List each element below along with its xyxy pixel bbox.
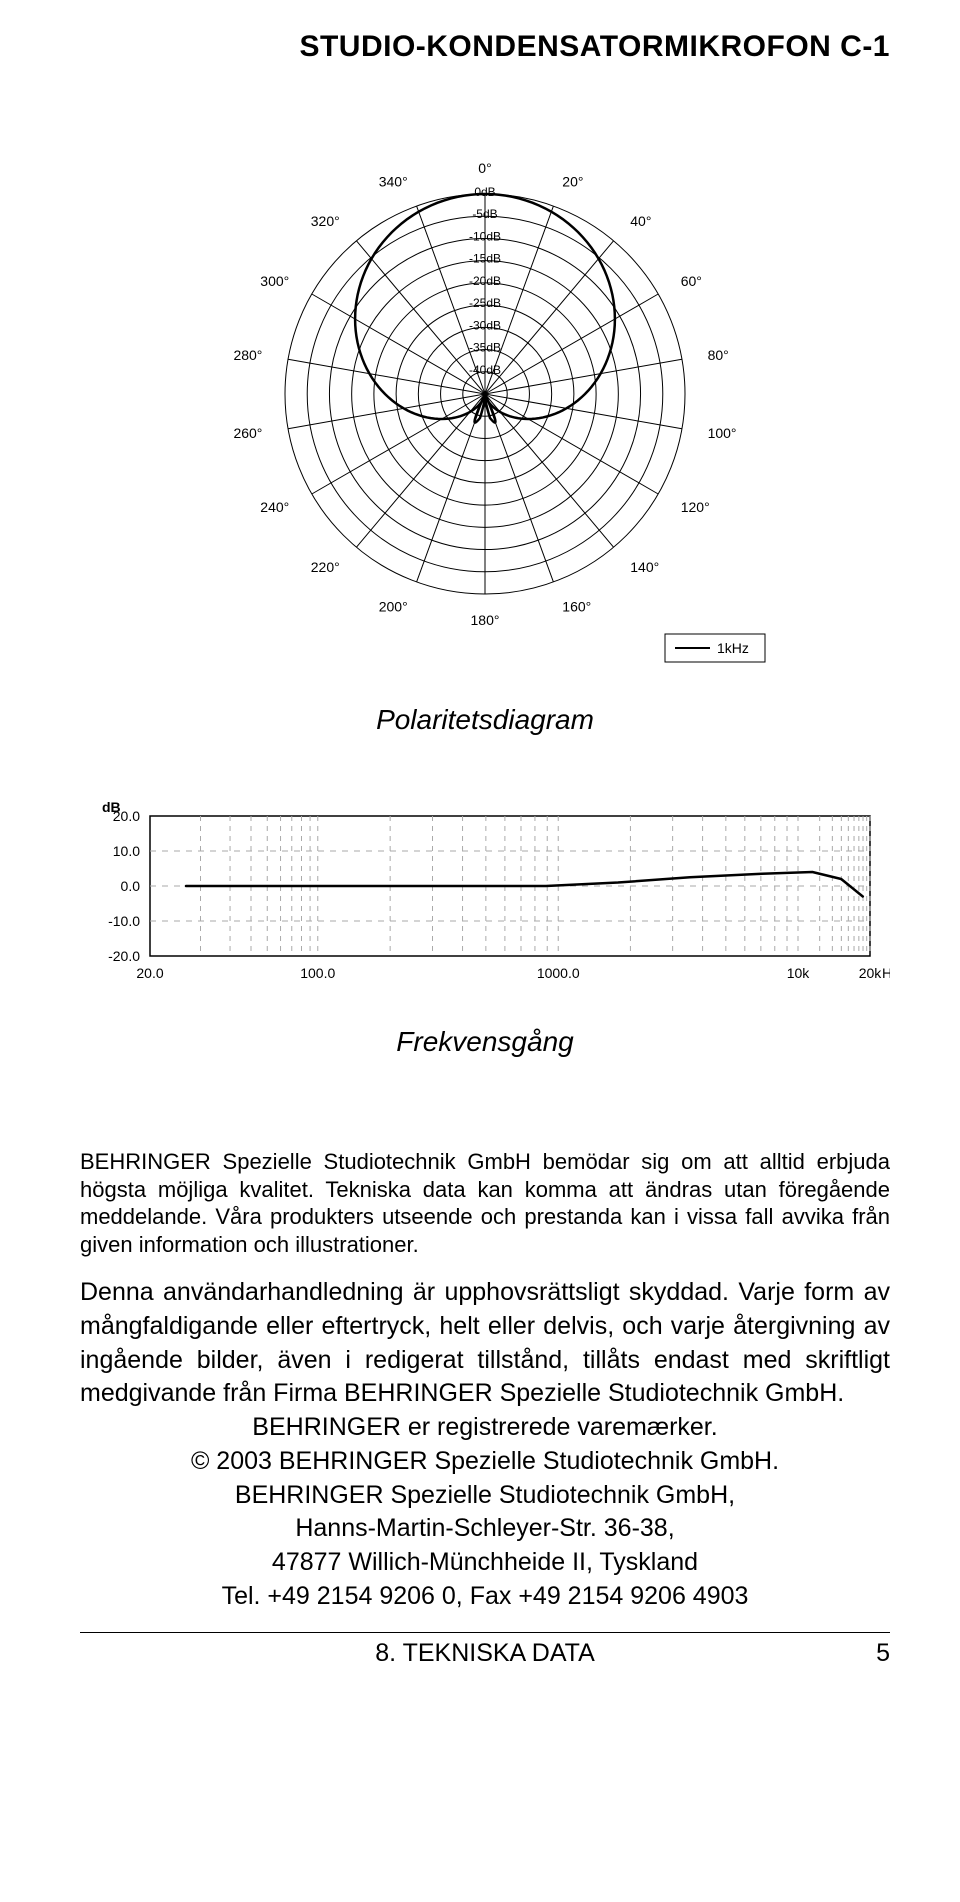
svg-text:100°: 100° bbox=[708, 425, 737, 441]
copyright-intro: Denna användarhandledning är upphovsrätt… bbox=[80, 1278, 890, 1407]
page-number: 5 bbox=[876, 1639, 890, 1668]
footer-section-label: 8. TEKNISKA DATA bbox=[80, 1639, 890, 1668]
svg-text:220°: 220° bbox=[311, 559, 340, 575]
copyright-line: Hanns-Martin-Schleyer-Str. 36-38, bbox=[80, 1512, 890, 1546]
svg-text:200°: 200° bbox=[379, 598, 408, 614]
svg-text:0°: 0° bbox=[478, 160, 491, 176]
svg-text:0dB: 0dB bbox=[474, 185, 495, 199]
svg-text:260°: 260° bbox=[233, 425, 262, 441]
svg-text:1000.0: 1000.0 bbox=[537, 965, 580, 981]
svg-text:-10dB: -10dB bbox=[469, 229, 501, 243]
svg-text:280°: 280° bbox=[233, 347, 262, 363]
svg-text:60°: 60° bbox=[681, 273, 702, 289]
svg-text:-10.0: -10.0 bbox=[108, 913, 140, 929]
svg-text:20k: 20k bbox=[859, 965, 883, 981]
svg-text:320°: 320° bbox=[311, 213, 340, 229]
svg-text:Hz: Hz bbox=[882, 965, 890, 981]
svg-text:10.0: 10.0 bbox=[113, 843, 140, 859]
copyright-line: 47877 Willich-Münchheide II, Tyskland bbox=[80, 1546, 890, 1580]
svg-text:240°: 240° bbox=[260, 499, 289, 515]
svg-text:20°: 20° bbox=[562, 174, 583, 190]
svg-text:20.0: 20.0 bbox=[113, 808, 140, 824]
svg-text:140°: 140° bbox=[630, 559, 659, 575]
copyright-paragraph: Denna användarhandledning är upphovsrätt… bbox=[80, 1276, 890, 1614]
page-footer: 8. TEKNISKA DATA 5 bbox=[80, 1632, 890, 1672]
svg-text:20.0: 20.0 bbox=[136, 965, 163, 981]
copyright-line: Tel. +49 2154 9206 0, Fax +49 2154 9206 … bbox=[80, 1580, 890, 1614]
svg-text:1kHz: 1kHz bbox=[717, 640, 749, 656]
disclaimer-paragraph: BEHRINGER Spezielle Studiotechnik GmbH b… bbox=[80, 1148, 890, 1258]
svg-text:100.0: 100.0 bbox=[300, 965, 335, 981]
svg-text:120°: 120° bbox=[681, 499, 710, 515]
svg-text:0.0: 0.0 bbox=[121, 878, 141, 894]
svg-text:-20dB: -20dB bbox=[469, 274, 501, 288]
polar-caption: Polaritetsdiagram bbox=[80, 704, 890, 736]
copyright-line: BEHRINGER Spezielle Studiotechnik GmbH, bbox=[80, 1479, 890, 1513]
svg-text:300°: 300° bbox=[260, 273, 289, 289]
frequency-caption: Frekvensgång bbox=[80, 1026, 890, 1058]
svg-text:80°: 80° bbox=[708, 347, 729, 363]
svg-text:-15dB: -15dB bbox=[469, 252, 501, 266]
svg-text:-5dB: -5dB bbox=[472, 207, 497, 221]
polar-diagram: 0° 20° 40° 60° 80° 100° 120° 140° 160° 180° 200° 22… bbox=[185, 94, 785, 694]
svg-text:40°: 40° bbox=[630, 213, 651, 229]
page-title: STUDIO-KONDENSATORMIKROFON C-1 bbox=[80, 30, 890, 64]
svg-text:180°: 180° bbox=[471, 612, 500, 628]
copyright-line: © 2003 BEHRINGER Spezielle Studiotechnik… bbox=[80, 1445, 890, 1479]
copyright-line: BEHRINGER er registrerede varemærker. bbox=[80, 1411, 890, 1445]
svg-text:340°: 340° bbox=[379, 174, 408, 190]
svg-text:-35dB: -35dB bbox=[469, 341, 501, 355]
svg-text:10k: 10k bbox=[787, 965, 811, 981]
svg-text:-40dB: -40dB bbox=[469, 363, 501, 377]
frequency-response-chart: dB20.010.00.0-10.0-20.020.0100.01000.010… bbox=[80, 796, 890, 996]
svg-text:-25dB: -25dB bbox=[469, 296, 501, 310]
svg-text:-20.0: -20.0 bbox=[108, 948, 140, 964]
svg-text:-30dB: -30dB bbox=[469, 318, 501, 332]
svg-text:160°: 160° bbox=[562, 598, 591, 614]
